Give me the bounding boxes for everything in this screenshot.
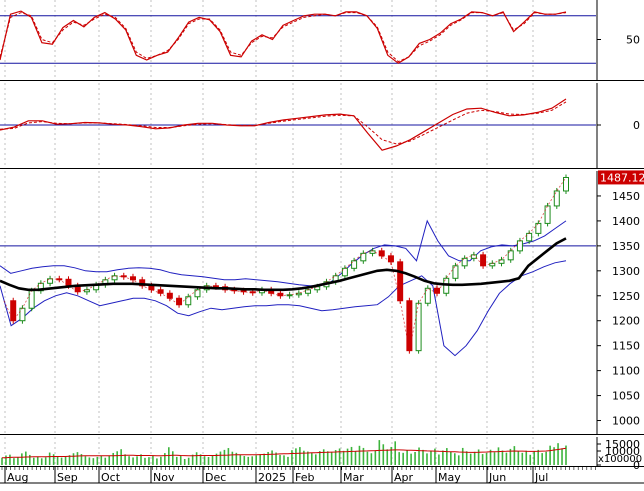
x-axis-label: Apr <box>394 471 414 484</box>
x-axis-label: May <box>438 471 461 484</box>
candle-body <box>194 289 201 298</box>
x-axis-label: Nov <box>153 471 175 484</box>
candle-body <box>166 292 173 299</box>
x-axis-label: Mar <box>343 471 364 484</box>
price-y-9-tick-label: 1450 <box>612 190 640 203</box>
x-axis: Aug Sep Oct Nov Dec 2025 Feb Mar Apr May Jun Jul <box>0 467 644 484</box>
candle-body <box>424 287 431 304</box>
price-y-6-tick-label: 1300 <box>612 265 640 278</box>
x-axis-label: Jul <box>534 471 548 484</box>
candle-body <box>28 290 35 309</box>
x-axis-label: Aug <box>7 471 28 484</box>
candle-body <box>387 255 394 263</box>
price-ma-slow <box>0 237 567 292</box>
price-y-4-tick-label: 1200 <box>612 315 640 328</box>
x-axis-label: 2025 <box>258 471 286 484</box>
price-y-3-tick-label: 1150 <box>612 340 640 353</box>
candle-body <box>526 232 533 242</box>
price-y-0-tick-label: 1000 <box>612 415 640 428</box>
x-axis-label: Feb <box>295 471 314 484</box>
vol-y-2-tick-label: 0 <box>633 459 640 472</box>
x-axis-label: Oct <box>101 471 121 484</box>
price-ma-fast <box>3 177 567 351</box>
volume-unit-label: x100000 <box>598 454 642 465</box>
vol-y-1-tick-label: 10000 <box>605 445 640 458</box>
macd-series-1 <box>0 101 567 145</box>
candle-body <box>553 190 560 207</box>
price-y-7-tick-label: 1350 <box>612 240 640 253</box>
candle-body <box>507 250 514 261</box>
bollinger-lower <box>0 260 567 357</box>
last-price-label: 1487.120 <box>600 171 644 184</box>
price-panel: 1000 1050 1100 1150 1200 1250 1300 1350 1400 1450… <box>0 170 644 435</box>
candle-body <box>47 278 54 284</box>
vol-y-0-tick-label: 15000 <box>605 438 640 451</box>
price-y-8-tick-label: 1400 <box>612 215 640 228</box>
candle-body <box>378 250 385 257</box>
candle-body <box>185 296 192 306</box>
candle-body <box>111 275 118 281</box>
candle-body <box>341 267 348 277</box>
candle-body <box>360 252 367 262</box>
candle-body <box>157 289 164 294</box>
candle-body <box>498 259 505 264</box>
candle-body <box>544 205 551 224</box>
candle-body <box>452 265 459 279</box>
candle-body <box>461 257 468 267</box>
x-axis-label: Dec <box>205 471 226 484</box>
candle-body <box>176 297 183 306</box>
price-y-1-tick-label: 1050 <box>612 390 640 403</box>
macd-y-0-tick-label: 0 <box>633 119 640 132</box>
axis-labels: x100000 <box>598 454 642 465</box>
candle-body <box>563 176 569 192</box>
stoch-y-0-tick-label: 50 <box>626 34 640 47</box>
price-y-5-tick-label: 1250 <box>612 290 640 303</box>
candle-body <box>397 261 404 302</box>
candle-body <box>516 240 523 252</box>
candle-body <box>480 254 487 267</box>
stoch-series-1 <box>0 12 567 63</box>
x-axis-label: Jun <box>488 471 506 484</box>
price-y-2-tick-label: 1100 <box>612 365 640 378</box>
stochastic-panel: 50 <box>0 0 644 81</box>
last-price-tag <box>598 170 644 185</box>
candle-body <box>415 302 422 352</box>
bollinger-upper <box>0 219 567 287</box>
candle-body <box>19 307 26 322</box>
volume-ma <box>2 447 567 459</box>
candle-body <box>535 222 542 234</box>
candle-body <box>351 260 358 269</box>
candle-body <box>305 289 312 294</box>
macd-panel: 0 <box>0 83 644 169</box>
candle-body <box>129 276 136 281</box>
stoch-series-0 <box>0 10 567 64</box>
x-axis-label: Sep <box>57 471 78 484</box>
